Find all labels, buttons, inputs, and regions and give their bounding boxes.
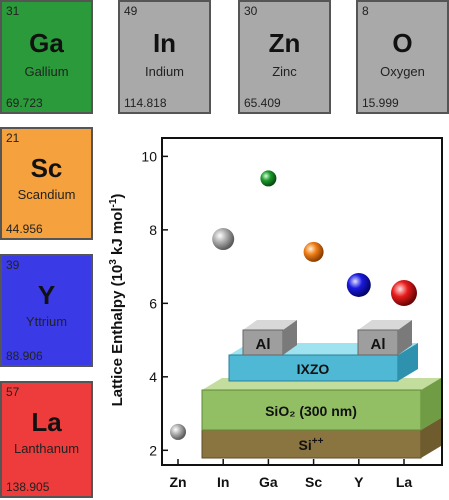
data-point-in <box>212 228 235 251</box>
contact-left-label: Al <box>256 336 271 353</box>
element-name: Zinc <box>272 64 297 79</box>
atomic-mass: 138.905 <box>6 480 50 494</box>
data-point-ga <box>260 170 277 187</box>
contact-right <box>357 329 399 356</box>
atomic-number: 49 <box>124 4 138 18</box>
contact-right-top <box>358 320 412 330</box>
x-tick-label: La <box>396 474 413 490</box>
element-name: Scandium <box>17 187 76 202</box>
y-tick-label: 10 <box>141 148 157 164</box>
element-symbol: Y <box>37 280 56 310</box>
y-tick-label: 6 <box>149 295 157 311</box>
atomic-number: 39 <box>6 258 20 272</box>
atomic-number: 8 <box>362 4 369 18</box>
element-symbol: Zn <box>268 28 301 58</box>
x-tick-label: Ga <box>259 474 278 490</box>
dielectric-layer <box>201 389 422 431</box>
dielectric-side <box>421 378 441 430</box>
substrate-label: Si++ <box>299 436 324 453</box>
y-tick-label: 8 <box>149 222 157 238</box>
contact-left-side <box>283 320 297 355</box>
atomic-mass: 15.999 <box>362 96 399 110</box>
contact-left-top <box>243 320 297 330</box>
element-name: Indium <box>144 64 185 79</box>
element-name: Yttrium <box>25 314 68 329</box>
element-name: Gallium <box>24 64 69 79</box>
data-point-y <box>346 272 371 297</box>
y-tick-label: 4 <box>149 369 157 385</box>
channel-label: IXZO <box>297 361 330 377</box>
tile-sc: 21 Sc Scandium 44.956 <box>0 127 93 240</box>
tile-o: 8 O Oxygen 15.999 <box>356 0 449 114</box>
substrate-side <box>421 418 441 458</box>
data-point-zn <box>170 423 186 440</box>
tile-y: 39 Y Yttrium 88.906 <box>0 254 93 367</box>
substrate-layer <box>201 429 422 459</box>
tile-zn: 30 Zn Zinc 65.409 <box>238 0 331 114</box>
atomic-mass: 69.723 <box>6 96 43 110</box>
x-tick-label: Zn <box>169 474 186 490</box>
atomic-mass: 88.906 <box>6 349 43 363</box>
contact-left <box>242 329 284 356</box>
tile-la: 57 La Lanthanum 138.905 <box>0 381 93 498</box>
element-symbol: Sc <box>30 153 63 183</box>
channel-side <box>398 343 418 381</box>
atomic-mass: 65.409 <box>244 96 281 110</box>
tile-in: 49 In Indium 114.818 <box>118 0 211 114</box>
element-symbol: Ga <box>29 28 64 58</box>
tile-ga: 31 Ga Gallium 69.723 <box>0 0 93 114</box>
atomic-number: 30 <box>244 4 258 18</box>
element-symbol: La <box>31 407 62 437</box>
data-point-la <box>391 280 417 307</box>
dielectric-label: SiO₂ (300 nm) <box>265 403 357 419</box>
element-symbol: O <box>392 28 413 58</box>
x-tick-label: Sc <box>305 474 322 490</box>
contact-right-side <box>398 320 412 355</box>
data-point-sc <box>303 241 324 262</box>
atomic-mass: 44.956 <box>6 222 43 236</box>
contact-right-label: Al <box>371 336 386 353</box>
element-name: Oxygen <box>380 64 425 79</box>
x-tick-label: Y <box>354 474 364 490</box>
atomic-number: 57 <box>6 385 20 399</box>
x-tick-label: In <box>217 474 229 490</box>
atomic-mass: 114.818 <box>124 96 167 110</box>
atomic-number: 31 <box>6 4 20 18</box>
device-stack: Al Al IXZO SiO₂ (300 nm) Si++ <box>201 320 441 459</box>
element-symbol: In <box>152 28 177 58</box>
atomic-number: 21 <box>6 131 20 145</box>
y-axis-label: Lattice Enthalpy (103 kJ mol-1) <box>108 194 126 407</box>
element-name: Lanthanum <box>13 441 80 456</box>
channel-layer <box>228 354 399 382</box>
y-tick-label: 2 <box>149 442 157 458</box>
